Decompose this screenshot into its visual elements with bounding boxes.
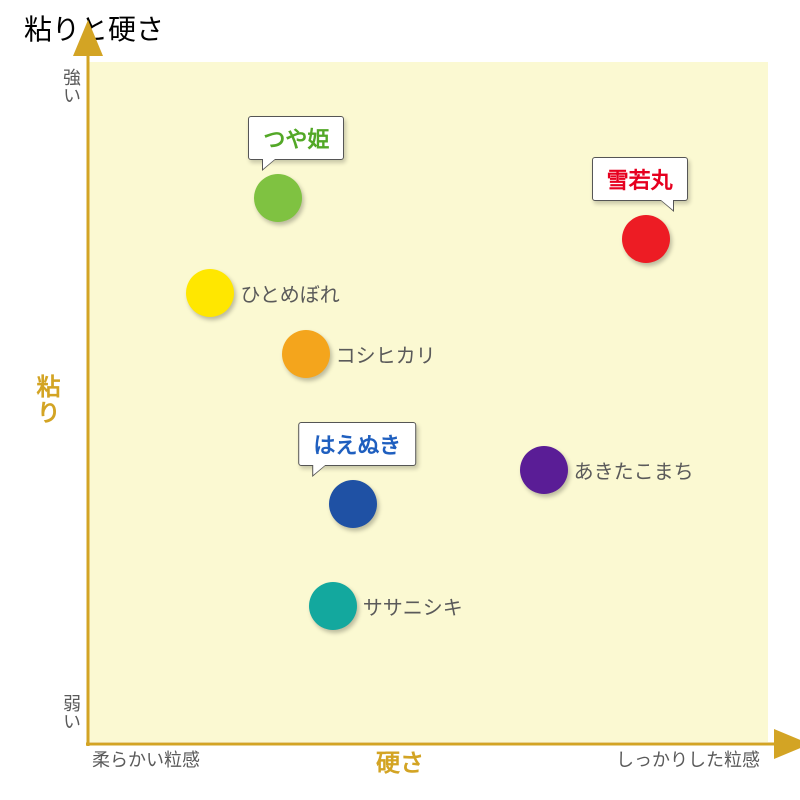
- plot-area: つや姫雪若丸ひとめぼれコシヒカリはえぬきあきたこまちササニシキ: [88, 62, 768, 742]
- point-yukiwakamaru: [622, 215, 670, 263]
- chart-title: 粘りと硬さ: [24, 8, 164, 48]
- callout-text-haenuki: はえぬき: [298, 422, 416, 466]
- callout-text-yukiwakamaru: 雪若丸: [592, 157, 688, 201]
- y-axis-tick-high: 強い: [58, 68, 84, 104]
- label-akitakomachi: あきたこまち: [574, 456, 694, 485]
- y-axis-label: 粘り: [28, 374, 63, 426]
- point-koshihikari: [282, 330, 330, 378]
- callout-haenuki: はえぬき: [298, 422, 416, 466]
- y-axis-tick-low: 弱い: [58, 694, 84, 730]
- axes: [76, 46, 788, 762]
- label-hitomebore: ひとめぼれ: [240, 279, 339, 308]
- point-sasanishiki: [309, 582, 357, 630]
- point-tsuyahime: [254, 174, 302, 222]
- x-axis-tick-left: 柔らかい粒感: [92, 746, 200, 772]
- point-hitomebore: [186, 269, 234, 317]
- label-sasanishiki: ササニシキ: [363, 592, 463, 621]
- callout-tsuyahime: つや姫: [248, 116, 344, 160]
- x-axis-label: 硬さ: [376, 743, 424, 778]
- point-akitakomachi: [520, 446, 568, 494]
- label-koshihikari: コシヒカリ: [336, 340, 436, 369]
- point-haenuki: [329, 480, 377, 528]
- callout-text-tsuyahime: つや姫: [248, 116, 344, 160]
- x-axis-tick-right: しっかりした粒感: [616, 746, 760, 772]
- callout-yukiwakamaru: 雪若丸: [592, 157, 688, 201]
- chart-container: 粘りと硬さ つや姫雪若丸ひとめぼれコシヒカリはえぬきあきたこまちササニシキ 粘り…: [0, 0, 800, 800]
